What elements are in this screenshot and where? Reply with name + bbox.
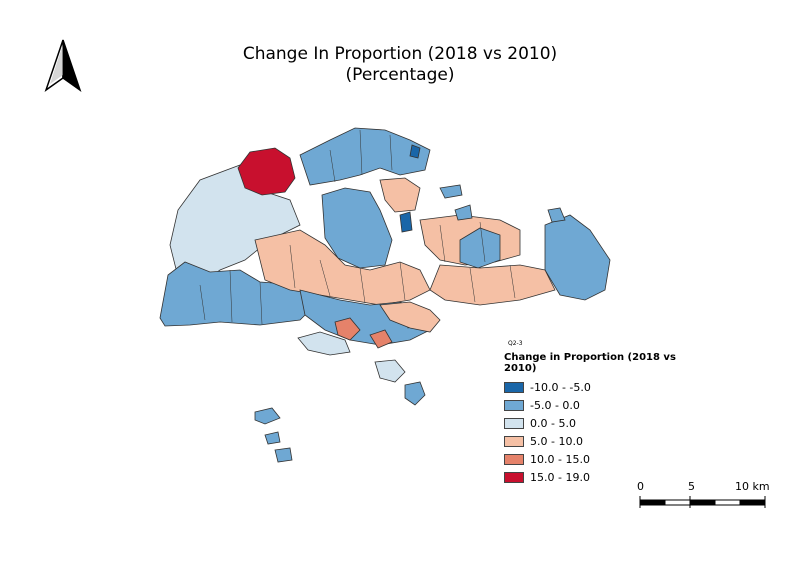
map-region	[399, 211, 413, 233]
map-region	[409, 144, 421, 159]
map-region	[429, 264, 556, 306]
legend: Change in Proportion (2018 vs 2010) -10.…	[504, 352, 704, 486]
legend-swatch	[504, 435, 524, 447]
scale-label-0: 0	[637, 480, 644, 493]
legend-label: 15.0 - 19.0	[530, 470, 590, 484]
legend-item: 15.0 - 19.0	[504, 468, 704, 486]
legend-item: -10.0 - -5.0	[504, 378, 704, 396]
map-region	[299, 127, 431, 186]
legend-label: -5.0 - 0.0	[530, 398, 580, 412]
legend-swatch	[504, 399, 524, 411]
legend-title: Change in Proportion (2018 vs 2010)	[504, 352, 676, 374]
map-subtitle: (Percentage)	[345, 65, 455, 85]
map-region	[334, 317, 361, 341]
map-region	[374, 359, 406, 383]
legend-item: 10.0 - 15.0	[504, 450, 704, 468]
legend-label: 0.0 - 5.0	[530, 416, 576, 430]
north-arrow-icon	[44, 39, 82, 92]
map-region	[254, 407, 281, 425]
scale-bar-graphic	[639, 496, 766, 508]
legend-label: -10.0 - -5.0	[530, 380, 591, 394]
legend-label: 10.0 - 15.0	[530, 452, 590, 466]
scale-bar: 0 5 10 km	[620, 480, 780, 520]
map-region	[264, 431, 281, 445]
scale-label-5: 5	[688, 480, 695, 493]
map-region	[459, 227, 501, 269]
map-region	[297, 331, 351, 356]
legend-item: 5.0 - 10.0	[504, 432, 704, 450]
map-region	[439, 184, 463, 199]
map-small-label: Q2-3	[508, 340, 523, 347]
map-region	[321, 187, 393, 269]
legend-swatch	[504, 417, 524, 429]
legend-swatch	[504, 471, 524, 483]
map-region	[404, 381, 426, 406]
map-region	[274, 447, 293, 463]
legend-item: 0.0 - 5.0	[504, 414, 704, 432]
map-region	[379, 177, 421, 213]
map-region	[454, 204, 473, 221]
map-region	[379, 301, 441, 333]
map-region	[544, 214, 611, 301]
map-region	[237, 147, 296, 196]
map-region	[369, 329, 393, 349]
scale-label-10: 10 km	[735, 480, 770, 493]
legend-swatch	[504, 453, 524, 465]
map-region	[547, 207, 566, 223]
legend-item: -5.0 - 0.0	[504, 396, 704, 414]
legend-swatch	[504, 381, 524, 393]
map-title: Change In Proportion (2018 vs 2010)	[242, 44, 558, 64]
legend-label: 5.0 - 10.0	[530, 434, 583, 448]
